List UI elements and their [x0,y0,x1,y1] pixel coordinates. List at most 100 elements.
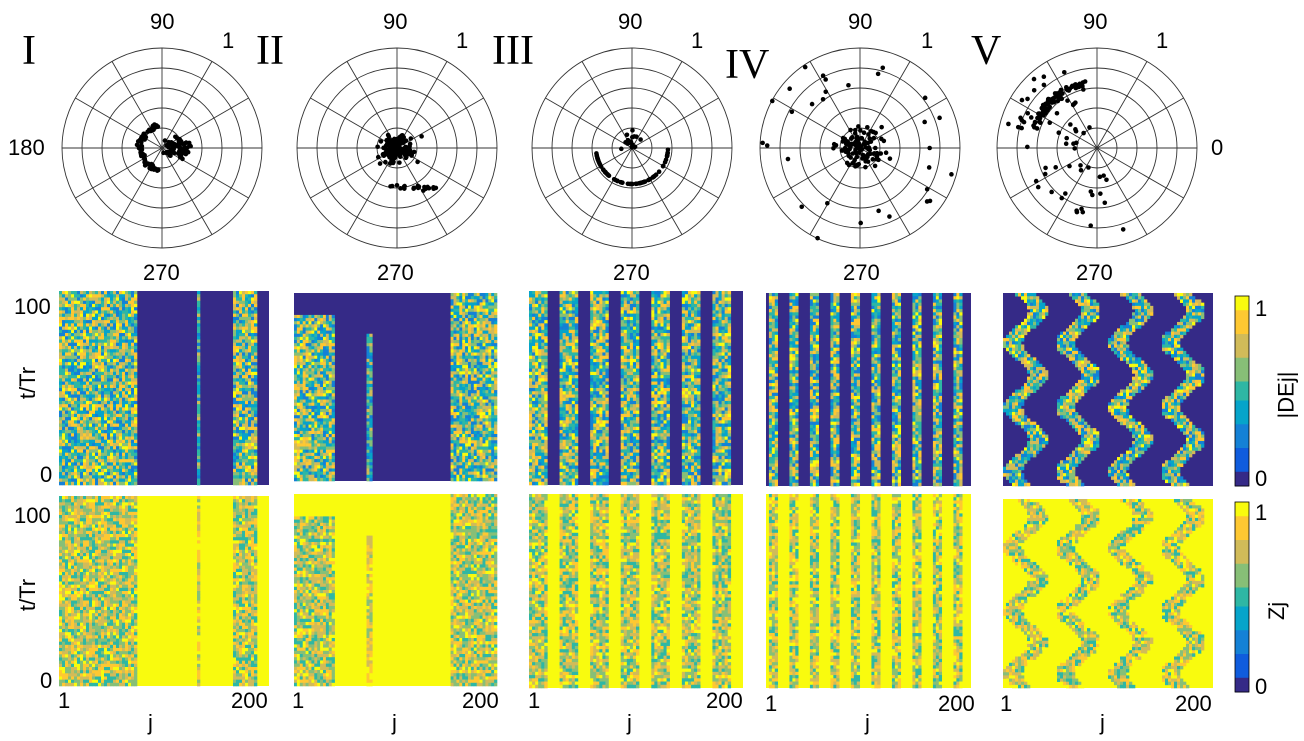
heatmap-cell [724,294,729,298]
polar-I-1: 1 [222,30,234,52]
heatmap-cell [328,374,332,378]
scatter-point [605,171,610,177]
heatmap-cell [473,455,477,460]
heatmap-cell [491,314,495,319]
heatmap-cell [470,393,475,397]
heatmap-cell [59,465,63,470]
heatmap-cell [98,384,102,389]
heatmap-cell [488,418,492,422]
heatmap-cell [476,318,480,322]
heatmap-cell [95,316,99,321]
heatmap-cell [366,387,370,391]
heatmap-cell [77,417,81,421]
heatmap-cell [456,465,460,469]
scatter-point [638,137,643,142]
heatmap-cell [134,371,138,376]
heatmap-cell [294,327,298,331]
heatmap-cell [305,402,309,407]
heatmap-cell [110,362,114,366]
heatmap-cell [68,384,72,389]
heatmap-cell [122,320,126,324]
heatmap-cell [314,346,318,350]
heatmap-cell [104,300,108,305]
heatmap-cell [718,291,722,295]
heatmap-cell [654,300,658,305]
heatmap-cell [320,408,324,413]
heatmap-cell [317,396,321,400]
heatmap-cell [305,468,309,472]
heatmap-cell [77,368,81,373]
polar-spoke [1010,97,1098,149]
heatmap-cell [721,291,725,295]
heatmap-cell [92,362,96,366]
heatmap-cell [476,330,480,335]
heatmap-cell [482,437,486,441]
heatmap-cell [254,407,258,411]
heatmap-cell [302,465,306,469]
scatter-point [815,235,820,241]
heatmap-cell [479,396,483,400]
heatmap-cell [113,336,117,340]
heatmap-cell [369,437,373,441]
heatmap-cell [479,415,483,419]
heatmap-cell [245,413,249,418]
heatmap-cell [125,375,129,379]
heatmap-cell [239,426,243,431]
heatmap-cell [74,329,78,334]
heatmap-cell [134,300,138,305]
heatmap-cell [110,297,114,301]
heatmap-cell [251,475,255,479]
heatmap-cell [302,415,306,419]
heatmap-cell [233,345,237,350]
heatmap-cell [116,381,120,386]
heatmap-cell [465,327,469,331]
heatmap-cell [323,474,327,479]
heatmap-cell [59,326,63,331]
heatmap-cell [620,297,625,301]
heatmap-cell [488,305,492,309]
heatmap-cell [715,300,719,305]
heatmap-cell [462,330,466,335]
heatmap-cell [77,349,81,353]
heatmap-cell [325,387,330,391]
heatmap-cell [535,294,539,298]
heatmap-cell [296,405,301,410]
heatmap-cell [302,371,306,375]
heatmap-cell [245,381,249,386]
heatmap-cell [369,434,373,438]
heatmap-cell [98,381,102,386]
heatmap-cell [456,355,460,360]
heatmap-cell [320,474,324,479]
heatmap-cell [494,427,498,432]
heatmap-cell [119,381,123,386]
heatmap-cell [308,343,312,347]
heatmap-cell [71,394,75,398]
heatmap-cell [651,297,655,301]
heatmap-cell [242,345,246,350]
heatmap-cell [83,291,87,295]
heatmap-cell [236,294,240,298]
heatmap-cell [239,449,243,453]
heatmap-cell [491,477,495,482]
heatmap-cell [242,342,246,347]
heatmap-cell [104,342,108,347]
heatmap-cell [92,349,96,353]
heatmap-cell [113,397,117,402]
heatmap-cell [473,399,477,403]
heatmap-cell [134,342,138,347]
heatmap-cell [453,371,457,375]
heatmap-cell [302,477,306,482]
scatter-point [664,152,670,158]
heatmap-cell [468,468,472,472]
heatmap-cell [305,349,309,353]
heatmap-cell [299,387,303,391]
heatmap-cell [465,305,469,309]
heatmap-cell [314,415,318,419]
heatmap-cell [369,399,373,403]
heatmap-cell [636,300,640,305]
heatmap-cell [89,478,93,483]
heatmap-cell [323,324,327,328]
heatmap-cell [684,291,689,295]
heatmap-cell [119,352,123,356]
heatmap-cell [236,316,240,321]
